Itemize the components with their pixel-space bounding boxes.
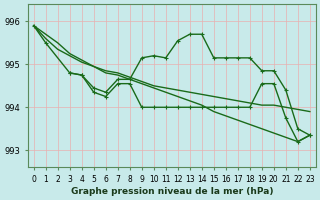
X-axis label: Graphe pression niveau de la mer (hPa): Graphe pression niveau de la mer (hPa) bbox=[70, 187, 273, 196]
